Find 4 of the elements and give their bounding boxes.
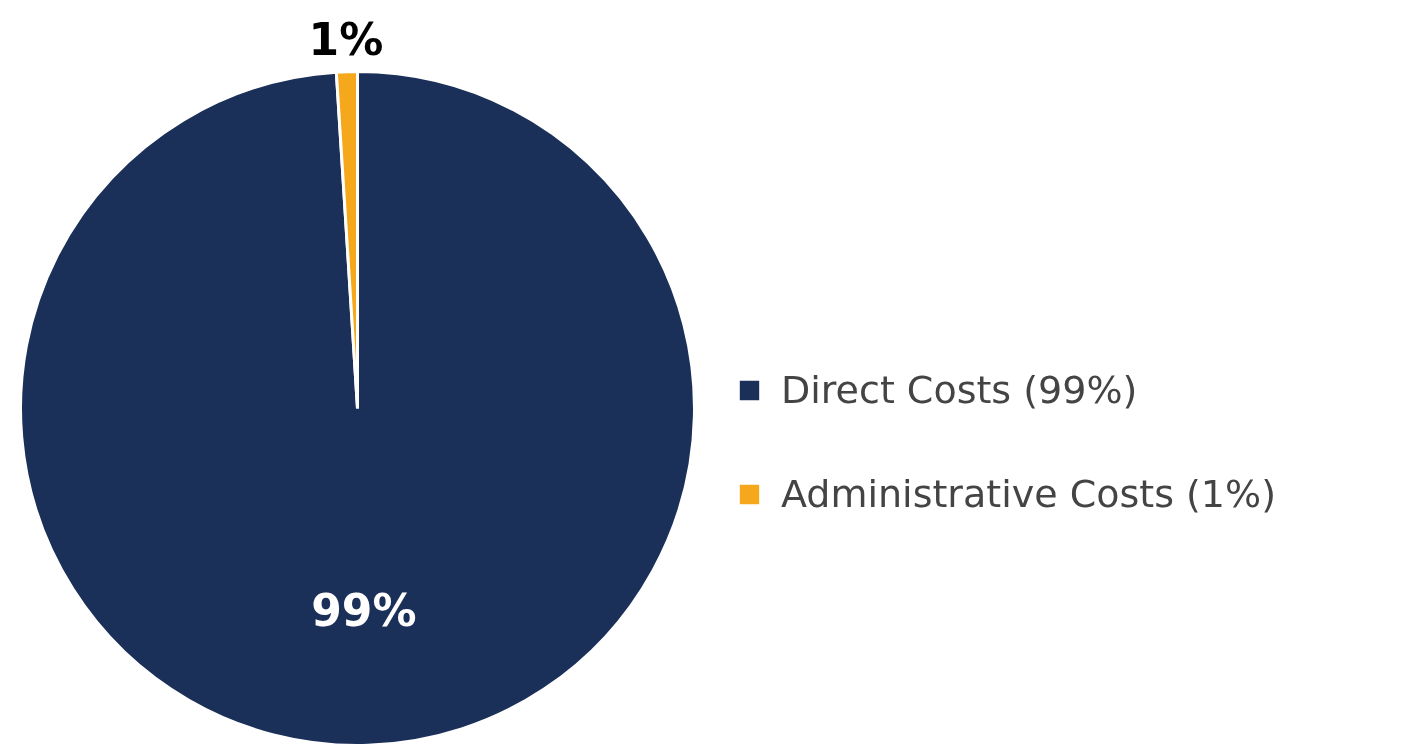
legend-label: Direct Costs (99%) [781, 368, 1138, 412]
data-label: 99% [311, 585, 417, 637]
data-label: 1% [308, 14, 384, 66]
legend-label: Administrative Costs (1%) [781, 472, 1276, 516]
